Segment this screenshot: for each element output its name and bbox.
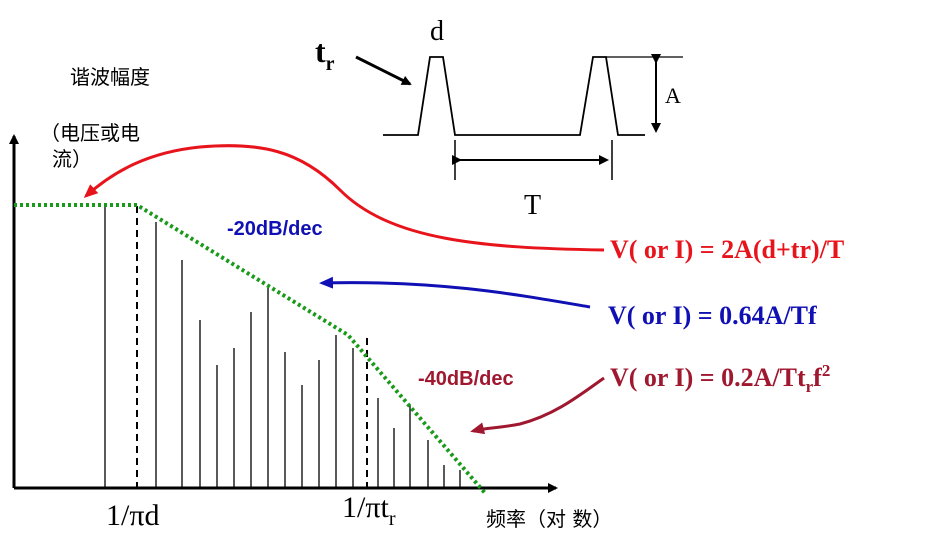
maroon-callout-arrow (470, 376, 605, 435)
x-tick-corner2-sub: r (389, 508, 396, 530)
pulse-waveform (383, 56, 645, 136)
pulse-width-label: d (430, 16, 444, 47)
rise-time-sub: r (326, 53, 335, 75)
slope-40db-label: -40dB/dec (418, 368, 514, 390)
x-tick-corner2-main: 1/πt (342, 491, 389, 524)
formula-flat: V( or I) = 2A(d+tr)/T (610, 235, 844, 264)
spectrum-envelope (14, 203, 487, 495)
rise-time-label: tr (315, 33, 335, 75)
x-tick-corner1: 1/πd (106, 499, 159, 532)
rise-time-main: t (315, 33, 326, 69)
x-tick-corner2: 1/πtr (342, 491, 396, 530)
blue-callout-arrow (319, 276, 591, 309)
amplitude-label: A (665, 83, 681, 108)
red-callout-arrow (83, 144, 605, 252)
period-label: T (524, 190, 541, 221)
y-axis-label-line2: （电压或电 (40, 121, 140, 145)
slope-20db-label: -20dB/dec (227, 218, 323, 240)
formula-40db: V( or I) = 0.2A/Ttrf2 (610, 361, 830, 396)
formula-40db-sub: r (806, 377, 814, 396)
y-axis-label-line3: 流） (52, 147, 92, 171)
rise-time-arrow (355, 55, 412, 86)
formula-40db-sup: 2 (822, 361, 831, 380)
formula-40db-tail: f (813, 363, 822, 392)
harmonic-lines (104, 204, 461, 488)
y-axis-label-line1: 谐波幅度 (70, 65, 150, 89)
formula-40db-main: V( or I) = 0.2A/Tt (610, 363, 806, 392)
x-axis-label: 频率（对 数） (486, 507, 612, 531)
formula-20db: V( or I) = 0.64A/Tf (608, 301, 817, 330)
